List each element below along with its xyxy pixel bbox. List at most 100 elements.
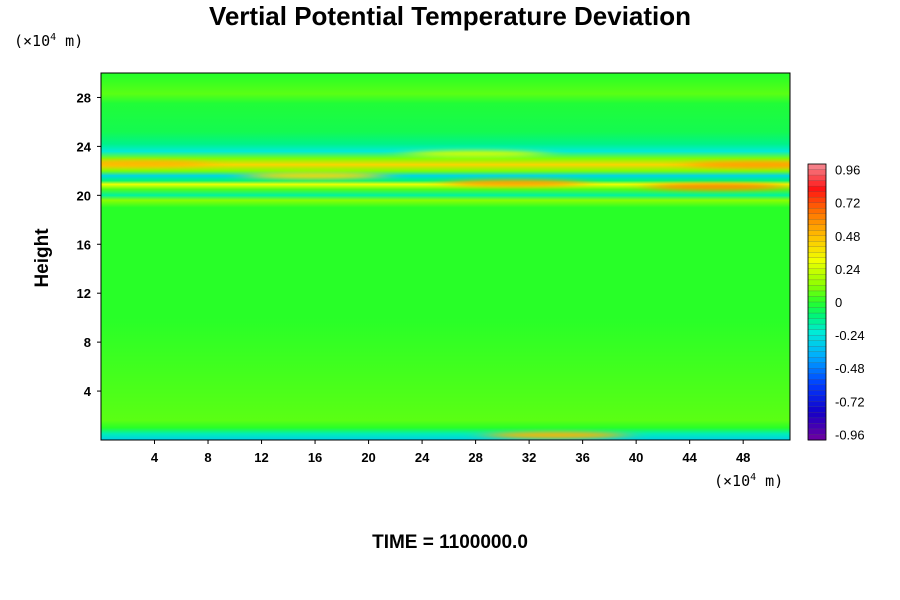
colorbar-swatch: [807, 390, 827, 397]
x-tick-label: 40: [629, 450, 643, 465]
x-unit-prefix: (×10: [714, 472, 751, 490]
colorbar-swatch: [807, 412, 827, 419]
colorbar-swatch: [807, 252, 827, 259]
colorbar-swatch: [807, 163, 827, 171]
colorbar-swatch: [807, 274, 827, 281]
y-tick-label: 4: [84, 384, 92, 399]
y-unit-suffix: m): [56, 32, 84, 50]
chart-title: Vertial Potential Temperature Deviation: [208, 1, 692, 31]
x-tick-label: 4: [151, 450, 159, 465]
colorbar-swatch: [807, 241, 827, 248]
colorbar-swatch: [807, 285, 827, 292]
colorbar-swatch: [807, 257, 827, 264]
x-tick-label: 44: [682, 450, 697, 465]
colorbar-swatch: [807, 191, 827, 198]
y-axis-ticks: 4 8 12 16 20 24 28: [77, 90, 101, 399]
x-tick-label: 16: [308, 450, 322, 465]
x-tick-label: 28: [468, 450, 482, 465]
heatmap-feature: [485, 431, 626, 439]
colorbar-swatch: [807, 246, 827, 253]
heatmap-field: [101, 73, 790, 440]
colorbar-swatch: [807, 196, 827, 204]
colorbar-swatch: [807, 379, 827, 386]
time-label: TIME = 1100000.0: [372, 532, 528, 553]
colorbar-tick-label: 0.24: [835, 262, 860, 277]
colorbar-tick-label: 0.48: [835, 229, 860, 244]
plot-frame: [100, 72, 791, 441]
heatmap-bands: [101, 73, 790, 440]
colorbar-swatch: [807, 230, 827, 237]
colorbar-swatch: [807, 434, 827, 441]
x-tick-label: 24: [415, 450, 430, 465]
x-tick-label: 32: [522, 450, 536, 465]
colorbar-swatch: [807, 401, 827, 408]
x-tick-label: 36: [575, 450, 589, 465]
colorbar-swatch: [807, 318, 827, 325]
colorbar-tick-label: -0.96: [835, 427, 865, 442]
heatmap-feature: [686, 161, 790, 169]
x-tick-label: 8: [204, 450, 211, 465]
colorbar-swatch: [807, 312, 827, 320]
colorbar-swatch: [807, 417, 827, 424]
colorbar-swatch: [807, 406, 827, 413]
heatmap-feature: [245, 172, 386, 180]
x-tick-label: 48: [736, 450, 750, 465]
y-tick-label: 28: [77, 90, 91, 105]
colorbar-swatch: [807, 180, 827, 187]
heatmap-feature: [101, 160, 212, 168]
colorbar-swatch: [807, 307, 827, 314]
colorbar-frame: [807, 163, 827, 441]
heatmap-feature: [445, 179, 586, 187]
y-tick-label: 20: [77, 188, 91, 203]
colorbar-swatch: [807, 373, 827, 380]
y-tick-label: 12: [77, 286, 91, 301]
colorbar-swatch: [807, 329, 827, 336]
colorbar-swatch: [807, 301, 827, 309]
colorbar-swatch: [807, 296, 827, 303]
colorbar-swatch: [807, 268, 827, 275]
x-tick-label: 20: [361, 450, 375, 465]
colorbar-swatch: [807, 279, 827, 286]
x-tick-label: 12: [254, 450, 268, 465]
colorbar-swatch: [807, 169, 827, 176]
colorbar-tick-label: -0.24: [835, 328, 865, 343]
y-tick-label: 8: [84, 335, 91, 350]
x-unit-suffix: m): [756, 472, 784, 490]
colorbar-swatch: [807, 219, 827, 226]
colorbar-tick-label: -0.48: [835, 361, 865, 376]
colorbar-swatch: [807, 368, 827, 375]
colorbar-swatch: [807, 174, 827, 182]
y-unit-exponent: 4: [50, 32, 57, 43]
colorbar-swatch: [807, 185, 827, 193]
colorbar-swatch: [807, 346, 827, 353]
colorbar-swatch: [807, 263, 827, 270]
colorbar-tick-label: 0.72: [835, 196, 860, 211]
colorbar-tick-label: -0.72: [835, 394, 865, 409]
y-axis-unit: (×104 m): [14, 32, 83, 50]
colorbar-swatch: [807, 357, 827, 364]
y-unit-prefix: (×10: [14, 32, 51, 50]
x-axis-unit: (×104 m): [714, 472, 783, 490]
colorbar-tick-label: 0: [835, 295, 842, 310]
x-axis-ticks: 4 8 12 16 20 24 28 32 36 40 44 48: [151, 440, 750, 465]
colorbar-swatch: [807, 351, 827, 358]
colorbar-swatch: [807, 334, 827, 342]
heatmap-feature: [646, 183, 787, 191]
colorbar-swatch: [807, 340, 827, 347]
colorbar-swatch: [807, 208, 827, 215]
colorbar-swatch: [807, 290, 827, 298]
colorbar-swatch: [807, 202, 827, 209]
x-unit-exponent: 4: [750, 472, 757, 483]
colorbar-swatch: [807, 423, 827, 430]
colorbar-swatch: [807, 323, 827, 331]
colorbar-tick-label: 0.96: [835, 163, 860, 178]
colorbar-swatch: [807, 224, 827, 231]
colorbar-swatch: [807, 384, 827, 391]
colorbar: 0.96 0.72 0.48 0.24 0 -0.24 -0.48 -0.72 -0.96: [807, 163, 865, 442]
heatmap-feature: [405, 150, 546, 158]
colorbar-swatch: [807, 362, 827, 369]
y-tick-label: 24: [77, 139, 92, 154]
colorbar-swatch: [807, 428, 827, 436]
y-tick-label: 16: [77, 237, 91, 252]
